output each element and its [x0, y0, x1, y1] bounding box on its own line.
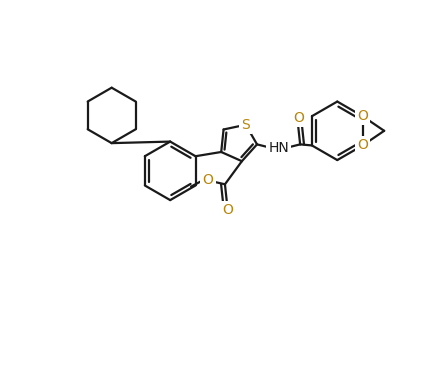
Text: O: O: [357, 138, 368, 153]
Text: S: S: [241, 118, 250, 132]
Text: HN: HN: [268, 141, 289, 155]
Text: O: O: [357, 109, 368, 123]
Text: O: O: [293, 111, 304, 125]
Text: O: O: [222, 203, 233, 218]
Text: O: O: [202, 173, 213, 188]
